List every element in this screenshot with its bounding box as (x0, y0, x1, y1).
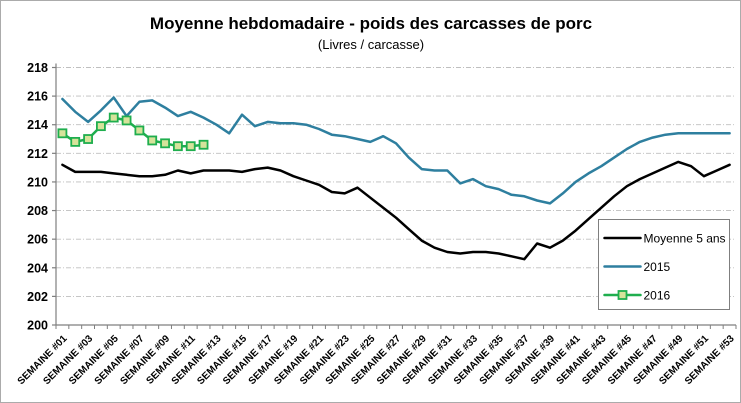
y-tick-label: 216 (27, 90, 48, 104)
y-tick-label: 218 (27, 61, 48, 75)
legend-item-moyenne-5-ans[interactable]: Moyenne 5 ans (603, 232, 726, 246)
data-point-marker (70, 136, 81, 147)
y-tick-label: 210 (27, 175, 48, 189)
y-tick-label: 214 (27, 118, 48, 132)
legend-item-2015[interactable]: 2015 (603, 260, 671, 274)
data-point-marker (57, 128, 68, 139)
data-point-marker (198, 139, 209, 150)
data-point-marker (160, 138, 170, 149)
legend-item-label: 2016 (644, 289, 671, 303)
y-tick-label: 202 (27, 290, 48, 304)
series-line-2015 (61, 96, 731, 205)
data-point-marker (121, 115, 132, 126)
y-tick-label: 204 (27, 261, 48, 275)
legend-marker-swatch (617, 290, 628, 300)
y-tick-label: 212 (27, 147, 48, 161)
data-point-marker (185, 141, 196, 152)
chart-title: Moyenne hebdomadaire - poids des carcass… (150, 14, 592, 33)
y-tick-label: 206 (27, 233, 48, 247)
legend-item-label: Moyenne 5 ans (644, 232, 726, 246)
data-point-marker (96, 121, 106, 132)
legend-item-label: 2015 (644, 260, 671, 274)
data-point-marker (147, 135, 158, 146)
data-point-marker (83, 134, 93, 144)
y-tick-label: 200 (27, 319, 48, 333)
legend[interactable]: Moyenne 5 ans 2015 2016 (598, 219, 730, 310)
y-tick-label: 208 (27, 204, 48, 218)
series-line-moyenne-5-ans (61, 160, 731, 261)
data-point-marker (172, 141, 183, 152)
data-point-marker (134, 125, 145, 136)
data-point-marker (108, 112, 119, 123)
legend-item-2016[interactable]: 2016 (603, 289, 671, 303)
chart-subtitle: (Livres / carcasse) (318, 37, 424, 52)
